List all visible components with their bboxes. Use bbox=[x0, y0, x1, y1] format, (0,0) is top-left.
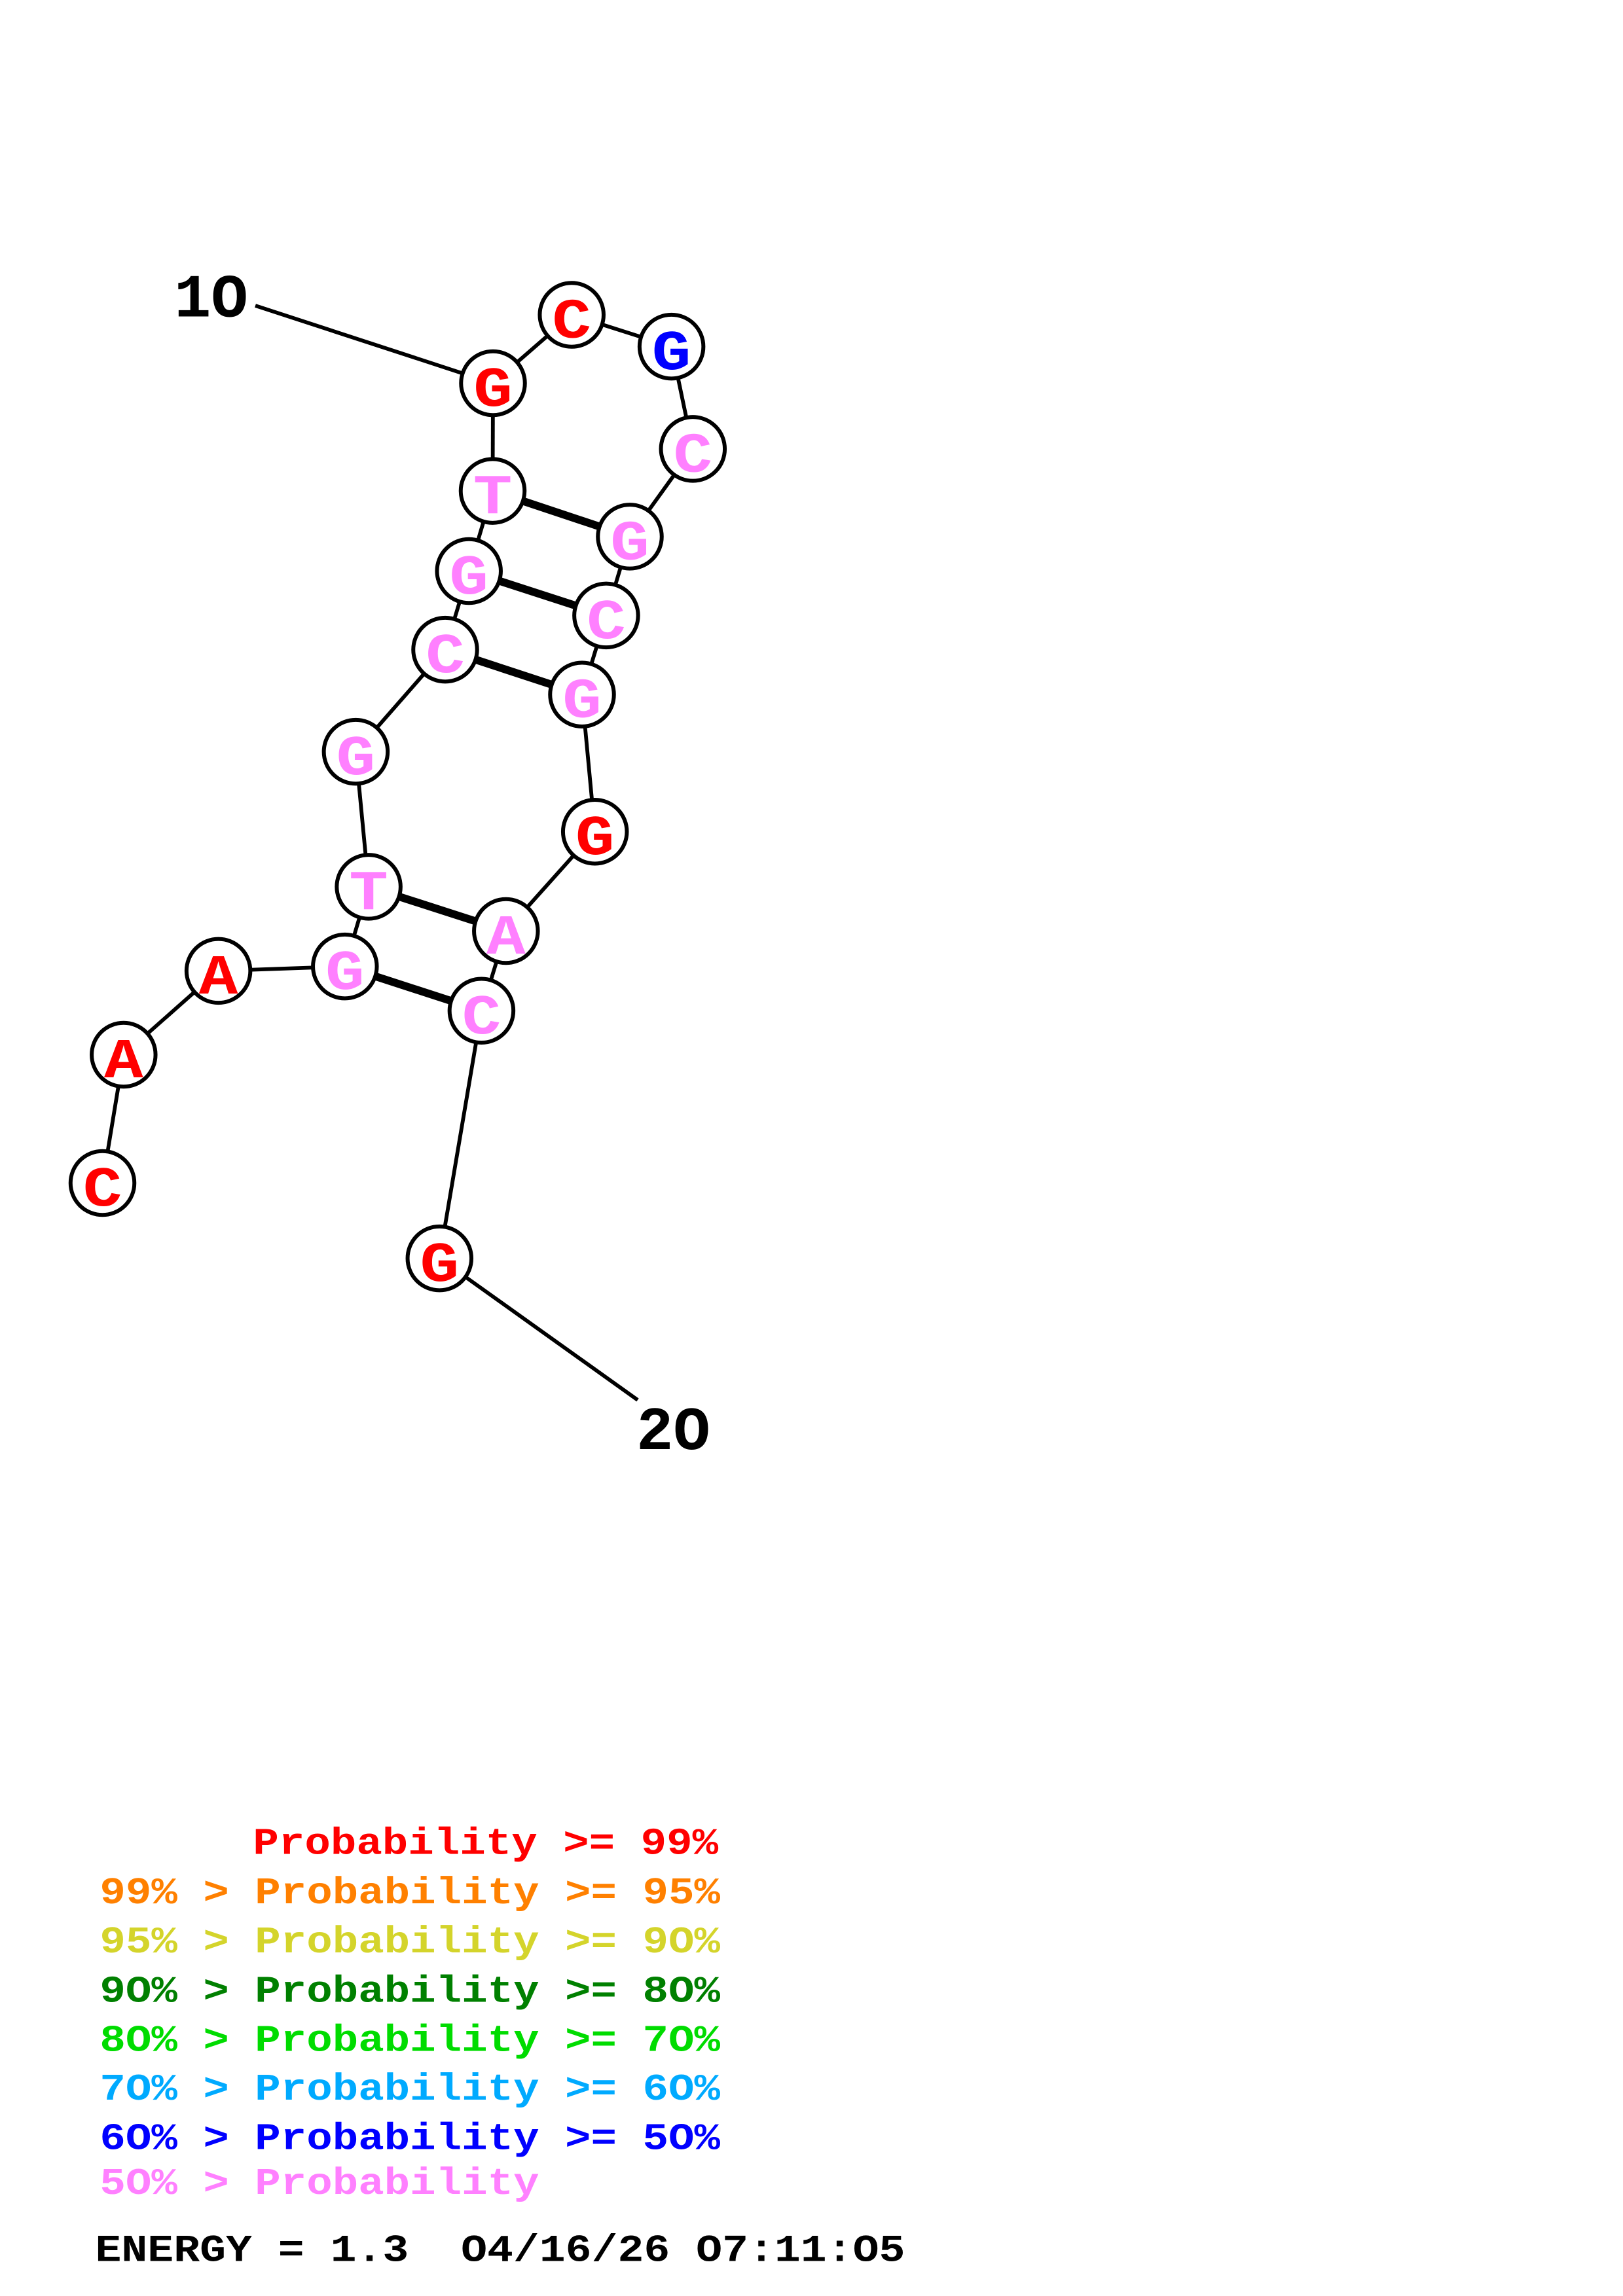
svg-text:G: G bbox=[337, 727, 376, 791]
svg-text:95% > Probability >= 9O%: 95% > Probability >= 9O% bbox=[100, 1920, 720, 1964]
svg-text:A: A bbox=[199, 946, 238, 1010]
svg-text:1O: 1O bbox=[174, 266, 248, 336]
svg-text:G: G bbox=[562, 670, 602, 734]
svg-text:A: A bbox=[104, 1030, 143, 1094]
svg-text:G: G bbox=[610, 512, 649, 576]
svg-text:T: T bbox=[349, 862, 388, 926]
svg-text:99% > Probability >= 95%: 99% > Probability >= 95% bbox=[100, 1871, 720, 1914]
svg-text:G: G bbox=[420, 1234, 459, 1298]
svg-text:C: C bbox=[462, 986, 501, 1050]
svg-text:C: C bbox=[426, 625, 465, 689]
svg-text:G: G bbox=[575, 807, 615, 871]
svg-text:C: C bbox=[587, 590, 626, 655]
svg-text:G: G bbox=[325, 942, 365, 1006]
svg-text:8O% > Probability >= 7O%: 8O% > Probability >= 7O% bbox=[100, 2019, 720, 2062]
svg-text:G: G bbox=[449, 547, 488, 611]
svg-text:T: T bbox=[473, 466, 513, 530]
svg-text:G: G bbox=[473, 359, 513, 423]
svg-text:6O% > Probability >= 5O%: 6O% > Probability >= 5O% bbox=[100, 2117, 720, 2161]
svg-text:C: C bbox=[83, 1158, 122, 1223]
svg-text:5O% > Probability: 5O% > Probability bbox=[100, 2162, 539, 2205]
svg-text:9O% > Probability >= 8O%: 9O% > Probability >= 8O% bbox=[100, 1970, 720, 2013]
svg-text:Probability >= 99%: Probability >= 99% bbox=[253, 1822, 719, 1865]
svg-text:C: C bbox=[673, 424, 712, 488]
svg-text:ENERGY = 1.3 O4/16/26 O7:11:O: ENERGY = 1.3 O4/16/26 O7:11:O5 bbox=[96, 2229, 905, 2272]
svg-text:7O% > Probability >= 6O%: 7O% > Probability >= 6O% bbox=[100, 2068, 720, 2111]
svg-text:A: A bbox=[486, 906, 526, 971]
svg-text:G: G bbox=[652, 322, 691, 386]
svg-text:2O: 2O bbox=[636, 1399, 710, 1468]
svg-text:C: C bbox=[552, 290, 591, 354]
